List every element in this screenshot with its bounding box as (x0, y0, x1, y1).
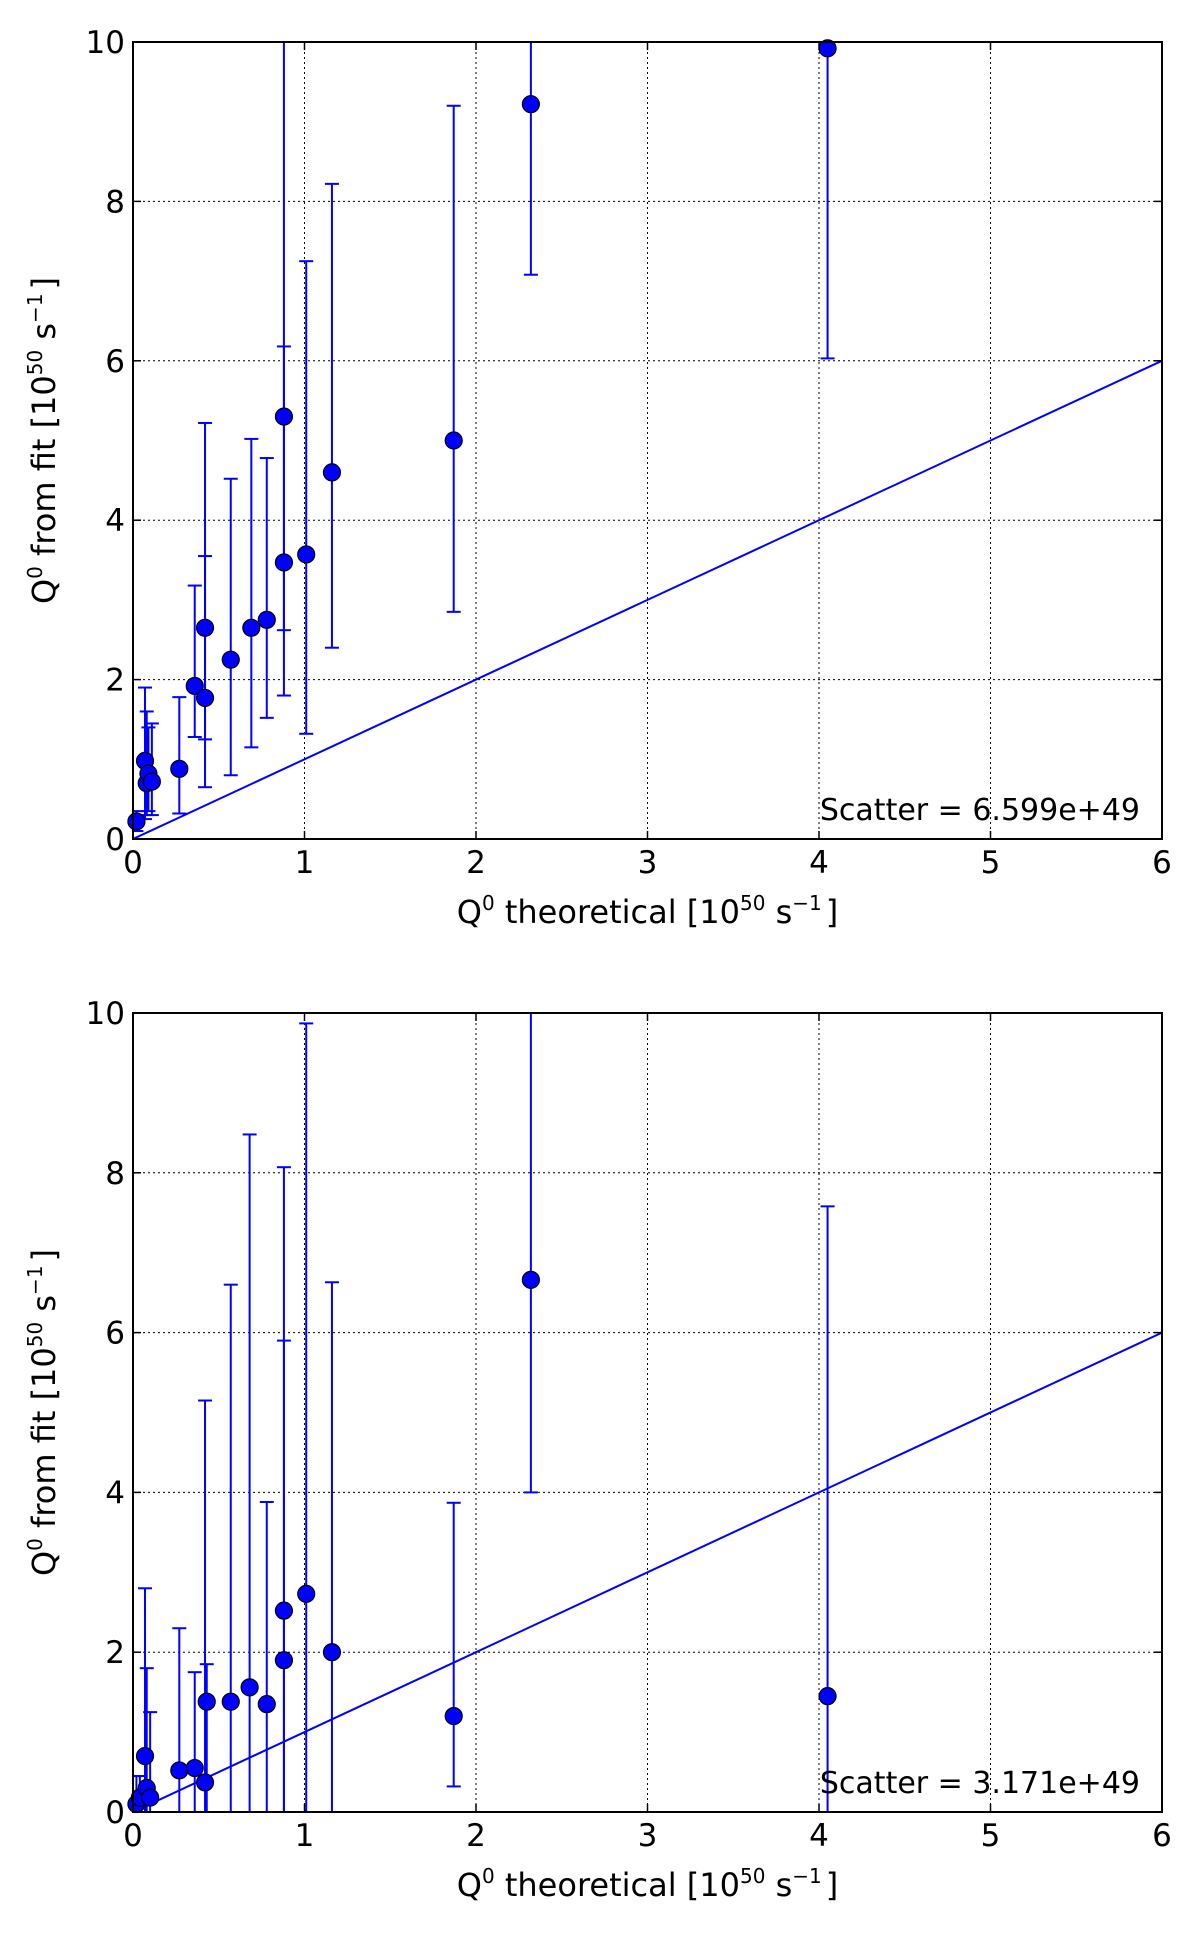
y-tick-label: 0 (105, 1795, 125, 1831)
data-point (297, 545, 316, 564)
error-bar (446, 104, 461, 613)
data-point (257, 1695, 276, 1714)
x-tick-label: 6 (1152, 845, 1172, 881)
data-point (240, 1678, 259, 1697)
scatter-annotation: Scatter = 3.171e+49 (820, 1766, 1140, 1801)
error-bar (820, 42, 835, 360)
error-bar (446, 1501, 461, 1788)
data-point (274, 553, 294, 572)
error-bar (172, 696, 187, 815)
data-point (127, 812, 146, 831)
x-tick-label: 5 (981, 1818, 1001, 1854)
error-bar (324, 1281, 339, 1812)
x-tick-label: 2 (466, 1818, 486, 1854)
data-point (141, 1788, 160, 1807)
data-point (195, 618, 215, 637)
y-tick-label: 0 (105, 822, 125, 858)
reference-line (133, 359, 1162, 839)
data-point (521, 95, 540, 114)
error-bar (259, 1500, 274, 1812)
x-tick-label: 1 (295, 1818, 315, 1854)
data-point (135, 1746, 155, 1766)
error-bar (276, 1339, 291, 1812)
data-point (274, 1651, 294, 1670)
data-point (221, 650, 240, 669)
data-point (185, 1758, 204, 1778)
error-bar (299, 1022, 314, 1812)
error-bar (244, 437, 259, 749)
data-point (322, 1643, 342, 1662)
scatter-annotation: Scatter = 6.599e+49 (820, 793, 1140, 828)
error-bar (820, 1205, 835, 1812)
y-tick-label: 8 (105, 1156, 125, 1192)
x-tick-label: 4 (809, 845, 829, 881)
y-tick-label: 6 (105, 1316, 125, 1352)
chart-panel-bottom: 0 1 2 3 4 5 6 0 2 4 6 8 10 Scatter = 3.171e+49 Q0 theo… (23, 996, 1172, 1904)
error-bar (187, 1671, 202, 1812)
y-axis-label: Q0 from fit [1050 s−1] (23, 1249, 63, 1576)
error-bar (242, 1133, 257, 1812)
data-point (257, 610, 276, 629)
error-bar (223, 1283, 238, 1812)
data-point (274, 407, 294, 426)
x-tick-label: 0 (123, 845, 143, 881)
error-bar (187, 584, 202, 738)
x-tick-label: 1 (295, 845, 315, 881)
x-tick-label: 6 (1152, 1818, 1172, 1854)
y-axis-label: Q0 from fit [1050 s−1] (23, 277, 63, 604)
data-point (297, 1584, 316, 1603)
x-tick-label: 0 (123, 1818, 143, 1854)
grid (133, 1013, 1162, 1812)
data-point (818, 1687, 837, 1706)
error-bar (299, 260, 314, 735)
x-axis-label: Q0 theoretical [1050 s−1] (457, 1864, 839, 1904)
y-tick-label: 10 (86, 996, 125, 1032)
error-bar (198, 1399, 213, 1812)
error-bar (324, 182, 339, 649)
error-bar (276, 345, 291, 697)
x-tick-label: 2 (466, 845, 486, 881)
y-tick-label: 10 (86, 25, 125, 61)
data-point (444, 431, 463, 450)
error-bar (198, 421, 213, 789)
y-tick-label: 4 (105, 1475, 125, 1511)
data-point (195, 1773, 215, 1792)
data-point (221, 1692, 240, 1711)
data-point (197, 1692, 216, 1711)
data-point (274, 1601, 294, 1620)
error-bar (523, 1013, 538, 1494)
y-tick-label: 2 (105, 1635, 125, 1671)
error-bar (223, 477, 238, 777)
data-point (170, 759, 189, 778)
x-tick-label: 4 (809, 1818, 829, 1854)
reference-line (133, 1331, 1162, 1812)
data-point (170, 1761, 189, 1780)
x-axis-label: Q0 theoretical [1050 s−1] (457, 891, 839, 931)
error-bar (523, 42, 538, 276)
data-point (195, 688, 215, 708)
error-bar (259, 457, 274, 719)
grid (133, 42, 1162, 839)
chart-panel-top: 0 1 2 3 4 5 6 0 2 4 6 8 10 Scatter = 6.599e+49 Q0 theo… (23, 25, 1172, 931)
error-bar (138, 1587, 153, 1812)
data-point (242, 618, 261, 637)
x-tick-label: 3 (638, 845, 658, 881)
data-point (185, 676, 204, 696)
y-tick-label: 6 (105, 344, 125, 380)
y-tick-label: 2 (105, 663, 125, 699)
x-tick-label: 3 (638, 1818, 658, 1854)
error-bar (172, 1627, 187, 1812)
data-point (322, 463, 342, 482)
y-tick-label: 4 (105, 503, 125, 539)
data-point (444, 1707, 463, 1726)
x-tick-label: 5 (981, 845, 1001, 881)
data-point (142, 772, 161, 791)
y-tick-label: 8 (105, 184, 125, 220)
plot-area (133, 1013, 1162, 1812)
data-point (521, 1270, 540, 1289)
